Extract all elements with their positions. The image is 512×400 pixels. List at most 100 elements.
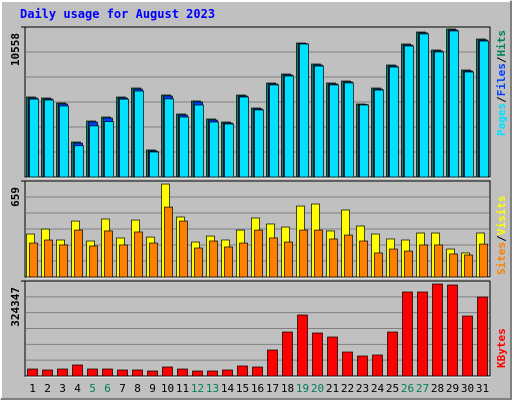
bar: [297, 314, 308, 377]
legend: KBytes: [495, 328, 508, 368]
y-tick-label: 324347: [9, 287, 22, 327]
bar: [374, 252, 383, 278]
bar: [29, 98, 39, 178]
x-tick-label: 9: [149, 382, 156, 395]
bar: [194, 247, 203, 278]
bar: [282, 331, 293, 377]
y-tick-label: 659: [9, 187, 22, 207]
bar: [102, 368, 113, 377]
bar: [299, 43, 309, 178]
bar: [177, 368, 188, 377]
bar: [329, 84, 339, 178]
bar: [104, 230, 113, 278]
bar: [314, 65, 324, 178]
x-tick-label: 17: [266, 382, 279, 395]
bar: [404, 45, 414, 178]
x-tick-label: 8: [134, 382, 141, 395]
bar: [284, 75, 294, 178]
bar: [29, 242, 38, 278]
bar: [479, 243, 488, 278]
bar: [207, 370, 218, 377]
x-tick-label: 3: [59, 382, 66, 395]
bar: [104, 121, 114, 178]
bar: [419, 244, 428, 278]
bar: [269, 84, 279, 178]
legend: Pages/Files/Hits: [495, 30, 508, 136]
bar: [387, 331, 398, 377]
bar: [179, 116, 189, 178]
bar: [89, 125, 99, 178]
bar: [417, 291, 428, 377]
x-tick-label: 27: [416, 382, 429, 395]
bar: [222, 369, 233, 377]
bar: [432, 283, 443, 377]
bar: [434, 51, 444, 178]
bar: [312, 332, 323, 377]
bar: [134, 231, 143, 278]
legend-separator: /: [495, 235, 508, 242]
bar: [479, 40, 489, 178]
bar: [447, 284, 458, 377]
bar: [209, 240, 218, 278]
bar: [87, 368, 98, 377]
bar: [464, 71, 474, 178]
x-tick-label: 25: [386, 382, 399, 395]
bar: [342, 351, 353, 377]
legend-entry: KBytes: [495, 328, 508, 368]
bar: [117, 369, 128, 377]
legend-entry: Pages: [495, 103, 508, 136]
bar: [314, 229, 323, 278]
x-tick-label: 28: [431, 382, 444, 395]
legend-entry: Sites: [495, 242, 508, 275]
bar: [57, 368, 68, 377]
bar: [359, 104, 369, 178]
bar: [194, 104, 204, 178]
bar: [164, 206, 173, 278]
bar: [254, 109, 264, 178]
x-tick-label: 20: [311, 382, 324, 395]
bar: [237, 365, 248, 377]
bar: [329, 238, 338, 278]
x-tick-label: 31: [476, 382, 489, 395]
bar: [162, 366, 173, 377]
bar: [59, 105, 69, 178]
bar: [344, 82, 354, 178]
x-tick-label: 15: [236, 382, 249, 395]
x-tick-label: 12: [191, 382, 204, 395]
x-tick-label: 24: [371, 382, 385, 395]
bar: [119, 98, 129, 178]
x-tick-label: 2: [44, 382, 51, 395]
bar: [434, 244, 443, 278]
x-tick-label: 1: [29, 382, 36, 395]
bar: [192, 370, 203, 377]
bar: [374, 89, 384, 178]
chart-title: Daily usage for August 2023: [20, 7, 215, 21]
legend-entry: Files: [495, 63, 508, 96]
bar: [239, 242, 248, 278]
bar: [239, 96, 249, 178]
bar: [389, 248, 398, 278]
legend-entry: Visits: [495, 196, 508, 236]
bar: [209, 121, 219, 178]
x-tick-label: 11: [176, 382, 189, 395]
bar: [284, 241, 293, 278]
y-tick-label: 10558: [9, 33, 22, 66]
bar: [89, 245, 98, 278]
bar: [404, 250, 413, 278]
bar: [59, 244, 68, 278]
bar: [464, 254, 473, 278]
x-tick-label: 22: [341, 382, 354, 395]
bar: [402, 291, 413, 377]
bar: [389, 66, 399, 178]
bar: [359, 240, 368, 278]
x-tick-label: 18: [281, 382, 294, 395]
legend-separator: /: [495, 56, 508, 63]
bar: [252, 366, 263, 377]
bar: [74, 145, 84, 178]
bar: [119, 244, 128, 278]
legend-separator: /: [495, 96, 508, 103]
bar: [357, 355, 368, 377]
bar: [449, 30, 459, 178]
